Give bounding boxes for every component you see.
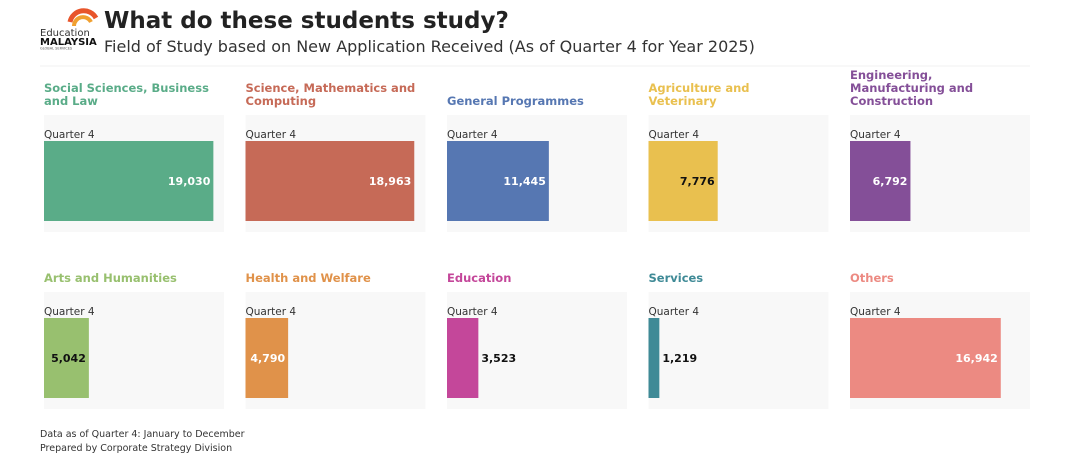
bar [447, 141, 549, 221]
title-line: Construction [850, 94, 933, 108]
panel-background [648, 292, 829, 409]
category-label: Quarter 4 [44, 306, 95, 318]
value-label: 16,942 [955, 352, 997, 365]
title-line: Others [850, 271, 894, 285]
panel-title: Social Sciences, Business and Law [44, 81, 209, 108]
logo-text: GLOBAL SERVICES [40, 47, 73, 51]
value-label: 18,963 [369, 175, 411, 188]
logo-text: MALAYSIA [40, 37, 97, 48]
value-label: 6,792 [873, 175, 908, 188]
title-line: Services [649, 271, 704, 285]
panel: Engineering, Manufacturing and Constructio… [850, 68, 1030, 232]
panel-title: Engineering, Manufacturing and Constructio… [850, 68, 973, 108]
value-label: 4,790 [250, 352, 285, 365]
logo-arc [72, 15, 93, 27]
title-line: Health and Welfare [246, 271, 371, 285]
bar [850, 318, 1001, 398]
bar [850, 141, 911, 221]
bar [44, 318, 89, 398]
value-label: 3,523 [481, 352, 516, 365]
panel: Others Quarter 4 16,942 [850, 271, 1030, 409]
value-label: 19,030 [168, 175, 211, 188]
panel: Arts and Humanities Quarter 4 5,042 [44, 271, 224, 409]
panel-title: Science, Mathematics and Computing [246, 81, 416, 108]
subtitle: Field of Study based on New Application … [104, 37, 755, 56]
panel: Health and Welfare Quarter 4 4,790 [245, 271, 426, 409]
category-label: Quarter 4 [649, 306, 700, 318]
title-line: Science, Mathematics and [246, 81, 416, 95]
category-label: Quarter 4 [447, 129, 498, 141]
category-label: Quarter 4 [246, 129, 297, 141]
title-line: and Law [44, 94, 98, 108]
title-line: Arts and Humanities [44, 271, 177, 285]
panel-title: Health and Welfare [246, 271, 371, 285]
title: What do these students study? [104, 8, 509, 34]
panel-title: General Programmes [447, 94, 584, 108]
title-line: Manufacturing and [850, 81, 973, 95]
bar [447, 318, 479, 398]
panel: Services Quarter 4 1,219 [648, 271, 829, 409]
category-label: Quarter 4 [246, 306, 297, 318]
panel: Education Quarter 4 3,523 [447, 271, 627, 409]
title-line: Agriculture and [649, 81, 750, 95]
panel: Agriculture and Veterinary Quarter 4 7,776 [648, 81, 829, 232]
title-line: General Programmes [447, 94, 584, 108]
value-label: 5,042 [51, 352, 86, 365]
panel: Social Sciences, Business and Law Quarter … [44, 81, 224, 232]
panel-title: Arts and Humanities [44, 271, 177, 285]
panel: General Programmes Quarter 4 11,445 [447, 94, 627, 232]
category-label: Quarter 4 [850, 306, 901, 318]
title-line: Social Sciences, Business [44, 81, 209, 95]
footer-note: Prepared by Corporate Strategy Division [40, 443, 232, 454]
bar [648, 318, 660, 398]
panel-title: Agriculture and Veterinary [649, 81, 750, 108]
category-label: Quarter 4 [850, 129, 901, 141]
category-label: Quarter 4 [649, 129, 700, 141]
logo-text: Education [40, 28, 90, 39]
logo-arc [67, 8, 99, 23]
bar [245, 141, 415, 221]
title-line: Engineering, [850, 68, 932, 82]
value-label: 7,776 [680, 175, 715, 188]
value-label: 1,219 [662, 352, 697, 365]
title-line: Veterinary [649, 94, 718, 108]
category-label: Quarter 4 [44, 129, 95, 141]
logo: Education MALAYSIA GLOBAL SERVICES [40, 8, 99, 51]
panel-title: Services [649, 271, 704, 285]
value-label: 11,445 [503, 175, 545, 188]
footer-note: Data as of Quarter 4: January to Decembe… [40, 429, 245, 440]
panel-title: Education [447, 271, 511, 285]
bar [648, 141, 718, 221]
bar [245, 318, 289, 398]
bar [44, 141, 214, 221]
panel: Science, Mathematics and Computing Quarter… [245, 81, 426, 232]
title-line: Education [447, 271, 511, 285]
panel-title: Others [850, 271, 894, 285]
title-line: Computing [246, 94, 317, 108]
category-label: Quarter 4 [447, 306, 498, 318]
